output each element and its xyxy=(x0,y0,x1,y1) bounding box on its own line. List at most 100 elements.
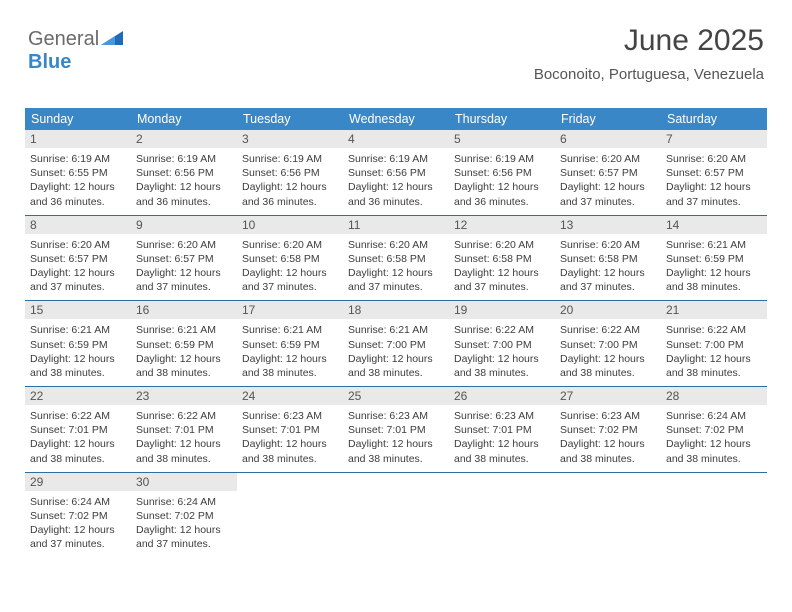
day-number: 11 xyxy=(343,216,449,234)
sunrise-line: Sunrise: 6:21 AM xyxy=(242,323,338,337)
logo-word2: Blue xyxy=(28,51,123,74)
day-details: Sunrise: 6:21 AMSunset: 6:59 PMDaylight:… xyxy=(237,319,343,386)
sunset-line: Sunset: 7:02 PM xyxy=(666,423,762,437)
sunrise-line: Sunrise: 6:20 AM xyxy=(136,238,232,252)
sunrise-line: Sunrise: 6:19 AM xyxy=(30,152,126,166)
sunset-line: Sunset: 7:00 PM xyxy=(454,338,550,352)
calendar-day-cell: 23Sunrise: 6:22 AMSunset: 7:01 PMDayligh… xyxy=(131,387,237,472)
sunrise-line: Sunrise: 6:20 AM xyxy=(560,238,656,252)
sunset-line: Sunset: 6:57 PM xyxy=(136,252,232,266)
calendar-day-cell: 17Sunrise: 6:21 AMSunset: 6:59 PMDayligh… xyxy=(237,301,343,386)
daylight-line: Daylight: 12 hours and 36 minutes. xyxy=(30,180,126,208)
sunrise-line: Sunrise: 6:20 AM xyxy=(454,238,550,252)
logo-triangle-icon xyxy=(101,31,123,50)
calendar-day-cell: 22Sunrise: 6:22 AMSunset: 7:01 PMDayligh… xyxy=(25,387,131,472)
daylight-line: Daylight: 12 hours and 36 minutes. xyxy=(242,180,338,208)
sunset-line: Sunset: 7:02 PM xyxy=(30,509,126,523)
sunset-line: Sunset: 6:59 PM xyxy=(136,338,232,352)
sunset-line: Sunset: 6:56 PM xyxy=(348,166,444,180)
calendar-day-cell: 16Sunrise: 6:21 AMSunset: 6:59 PMDayligh… xyxy=(131,301,237,386)
dow-friday: Friday xyxy=(555,108,661,130)
day-number: 7 xyxy=(661,130,767,148)
calendar-week: 15Sunrise: 6:21 AMSunset: 6:59 PMDayligh… xyxy=(25,300,767,386)
calendar-day-cell xyxy=(555,473,661,558)
calendar-day-cell: 26Sunrise: 6:23 AMSunset: 7:01 PMDayligh… xyxy=(449,387,555,472)
day-number: 4 xyxy=(343,130,449,148)
dow-wednesday: Wednesday xyxy=(343,108,449,130)
dow-tuesday: Tuesday xyxy=(237,108,343,130)
weeks-container: 1Sunrise: 6:19 AMSunset: 6:55 PMDaylight… xyxy=(25,130,767,557)
calendar-day-cell: 14Sunrise: 6:21 AMSunset: 6:59 PMDayligh… xyxy=(661,216,767,301)
sunset-line: Sunset: 6:58 PM xyxy=(348,252,444,266)
calendar-day-cell: 7Sunrise: 6:20 AMSunset: 6:57 PMDaylight… xyxy=(661,130,767,215)
day-details: Sunrise: 6:20 AMSunset: 6:57 PMDaylight:… xyxy=(131,234,237,301)
page-title: June 2025 xyxy=(534,24,764,58)
day-details: Sunrise: 6:20 AMSunset: 6:58 PMDaylight:… xyxy=(449,234,555,301)
day-details: Sunrise: 6:21 AMSunset: 7:00 PMDaylight:… xyxy=(343,319,449,386)
calendar-day-cell: 2Sunrise: 6:19 AMSunset: 6:56 PMDaylight… xyxy=(131,130,237,215)
sunset-line: Sunset: 6:58 PM xyxy=(242,252,338,266)
daylight-line: Daylight: 12 hours and 38 minutes. xyxy=(348,352,444,380)
sunset-line: Sunset: 6:57 PM xyxy=(666,166,762,180)
sunset-line: Sunset: 6:59 PM xyxy=(666,252,762,266)
calendar-week: 22Sunrise: 6:22 AMSunset: 7:01 PMDayligh… xyxy=(25,386,767,472)
calendar-day-cell xyxy=(343,473,449,558)
day-details: Sunrise: 6:21 AMSunset: 6:59 PMDaylight:… xyxy=(661,234,767,301)
sunrise-line: Sunrise: 6:22 AM xyxy=(454,323,550,337)
daylight-line: Daylight: 12 hours and 36 minutes. xyxy=(136,180,232,208)
calendar-day-cell: 28Sunrise: 6:24 AMSunset: 7:02 PMDayligh… xyxy=(661,387,767,472)
day-details: Sunrise: 6:22 AMSunset: 7:00 PMDaylight:… xyxy=(661,319,767,386)
calendar-day-cell: 20Sunrise: 6:22 AMSunset: 7:00 PMDayligh… xyxy=(555,301,661,386)
calendar-day-cell: 9Sunrise: 6:20 AMSunset: 6:57 PMDaylight… xyxy=(131,216,237,301)
daylight-line: Daylight: 12 hours and 37 minutes. xyxy=(136,266,232,294)
daylight-line: Daylight: 12 hours and 38 minutes. xyxy=(30,352,126,380)
sunset-line: Sunset: 7:00 PM xyxy=(666,338,762,352)
daylight-line: Daylight: 12 hours and 36 minutes. xyxy=(454,180,550,208)
sunset-line: Sunset: 7:01 PM xyxy=(348,423,444,437)
calendar-day-cell: 4 Sunrise: 6:19 AMSunset: 6:56 PMDaylight… xyxy=(343,130,449,215)
daylight-line: Daylight: 12 hours and 37 minutes. xyxy=(454,266,550,294)
daylight-line: Daylight: 12 hours and 38 minutes. xyxy=(666,352,762,380)
day-details: Sunrise: 6:21 AMSunset: 6:59 PMDaylight:… xyxy=(25,319,131,386)
calendar-day-cell: 19Sunrise: 6:22 AMSunset: 7:00 PMDayligh… xyxy=(449,301,555,386)
day-details: Sunrise: 6:19 AMSunset: 6:56 PMDaylight:… xyxy=(449,148,555,215)
day-number: 23 xyxy=(131,387,237,405)
dow-sunday: Sunday xyxy=(25,108,131,130)
sunset-line: Sunset: 7:01 PM xyxy=(30,423,126,437)
day-details: Sunrise: 6:22 AMSunset: 7:01 PMDaylight:… xyxy=(25,405,131,472)
day-number: 14 xyxy=(661,216,767,234)
sunrise-line: Sunrise: 6:20 AM xyxy=(242,238,338,252)
day-details: Sunrise: 6:20 AMSunset: 6:58 PMDaylight:… xyxy=(237,234,343,301)
sunset-line: Sunset: 7:02 PM xyxy=(136,509,232,523)
sunset-line: Sunset: 6:56 PM xyxy=(454,166,550,180)
sunrise-line: Sunrise: 6:19 AM xyxy=(348,152,444,166)
day-number: 20 xyxy=(555,301,661,319)
sunset-line: Sunset: 6:59 PM xyxy=(242,338,338,352)
day-details: Sunrise: 6:24 AMSunset: 7:02 PMDaylight:… xyxy=(131,491,237,558)
day-details: Sunrise: 6:20 AMSunset: 6:58 PMDaylight:… xyxy=(555,234,661,301)
calendar-day-cell: 10Sunrise: 6:20 AMSunset: 6:58 PMDayligh… xyxy=(237,216,343,301)
sunset-line: Sunset: 6:57 PM xyxy=(30,252,126,266)
day-details: Sunrise: 6:24 AMSunset: 7:02 PMDaylight:… xyxy=(25,491,131,558)
sunset-line: Sunset: 7:02 PM xyxy=(560,423,656,437)
calendar-day-cell xyxy=(661,473,767,558)
daylight-line: Daylight: 12 hours and 38 minutes. xyxy=(242,352,338,380)
sunset-line: Sunset: 6:58 PM xyxy=(560,252,656,266)
calendar-day-cell: 27Sunrise: 6:23 AMSunset: 7:02 PMDayligh… xyxy=(555,387,661,472)
sunrise-line: Sunrise: 6:21 AM xyxy=(666,238,762,252)
sunset-line: Sunset: 7:00 PM xyxy=(348,338,444,352)
daylight-line: Daylight: 12 hours and 36 minutes. xyxy=(348,180,444,208)
daylight-line: Daylight: 12 hours and 37 minutes. xyxy=(560,266,656,294)
sunrise-line: Sunrise: 6:23 AM xyxy=(454,409,550,423)
day-number: 18 xyxy=(343,301,449,319)
day-number: 3 xyxy=(237,130,343,148)
day-number: 19 xyxy=(449,301,555,319)
sunrise-line: Sunrise: 6:20 AM xyxy=(666,152,762,166)
daylight-line: Daylight: 12 hours and 38 minutes. xyxy=(666,437,762,465)
day-details: Sunrise: 6:23 AMSunset: 7:01 PMDaylight:… xyxy=(237,405,343,472)
sunset-line: Sunset: 6:58 PM xyxy=(454,252,550,266)
day-details: Sunrise: 6:22 AMSunset: 7:00 PMDaylight:… xyxy=(449,319,555,386)
daylight-line: Daylight: 12 hours and 37 minutes. xyxy=(560,180,656,208)
dow-thursday: Thursday xyxy=(449,108,555,130)
calendar-day-cell: 30Sunrise: 6:24 AMSunset: 7:02 PMDayligh… xyxy=(131,473,237,558)
